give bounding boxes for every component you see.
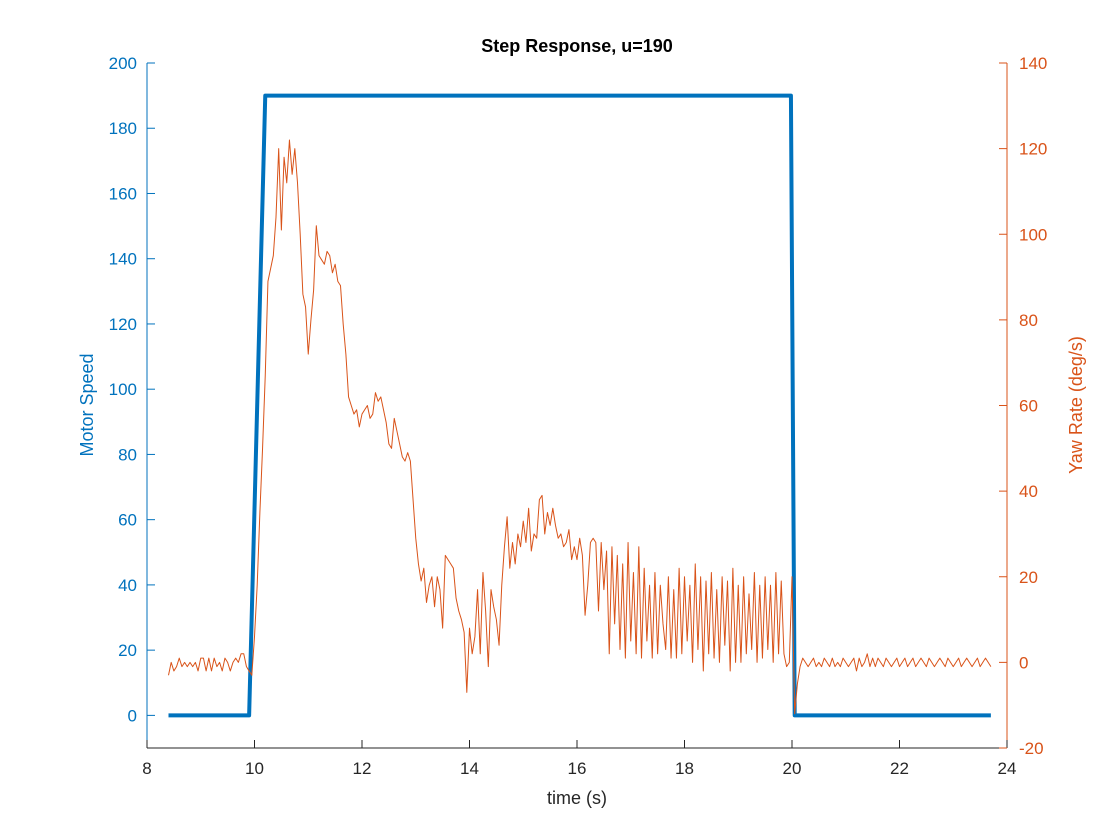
left-y-axis-label: Motor Speed [77,353,97,456]
left-y-tick-label: 200 [109,54,137,73]
right-y-tick-label: 60 [1019,397,1038,416]
right-y-axis-label: Yaw Rate (deg/s) [1066,336,1086,474]
x-tick-label: 10 [245,759,264,778]
right-y-tick-label: 80 [1019,311,1038,330]
right-y-tick-label: 20 [1019,568,1038,587]
right-y-tick-label: 120 [1019,140,1047,159]
left-y-tick-label: 180 [109,119,137,138]
axes: 8 10 12 14 16 18 20 22 24 0 20 40 60 80 100 120 140 160 18… [109,54,1048,778]
x-tick-label: 12 [353,759,372,778]
right-y-tick-label: 0 [1019,653,1028,672]
right-y-tick-label: 100 [1019,225,1047,244]
left-y-tick-label: 160 [109,184,137,203]
left-y-tick-label: 40 [118,576,137,595]
left-y-tick-label: 140 [109,250,137,269]
left-y-tick-label: 60 [118,511,137,530]
x-tick-label: 18 [675,759,694,778]
x-tick-label: 14 [460,759,479,778]
left-y-tick-label: 20 [118,641,137,660]
left-y-tick-label: 0 [128,706,137,725]
x-tick-label: 16 [568,759,587,778]
left-y-tick-label: 80 [118,445,137,464]
chart-title: Step Response, u=190 [481,36,673,56]
right-y-tick-label: -20 [1019,739,1044,758]
right-y-tick-label: 140 [1019,54,1047,73]
x-tick-label: 24 [998,759,1017,778]
yaw-rate-line [168,139,992,715]
left-y-tick-label: 100 [109,380,137,399]
plot-area [168,93,992,718]
right-y-tick-label: 40 [1019,482,1038,501]
x-axis-label: time (s) [547,788,607,808]
x-tick-label: 20 [783,759,802,778]
x-tick-label: 8 [142,759,151,778]
motor-speed-line [168,93,991,718]
x-tick-label: 22 [890,759,909,778]
left-y-tick-label: 120 [109,315,137,334]
